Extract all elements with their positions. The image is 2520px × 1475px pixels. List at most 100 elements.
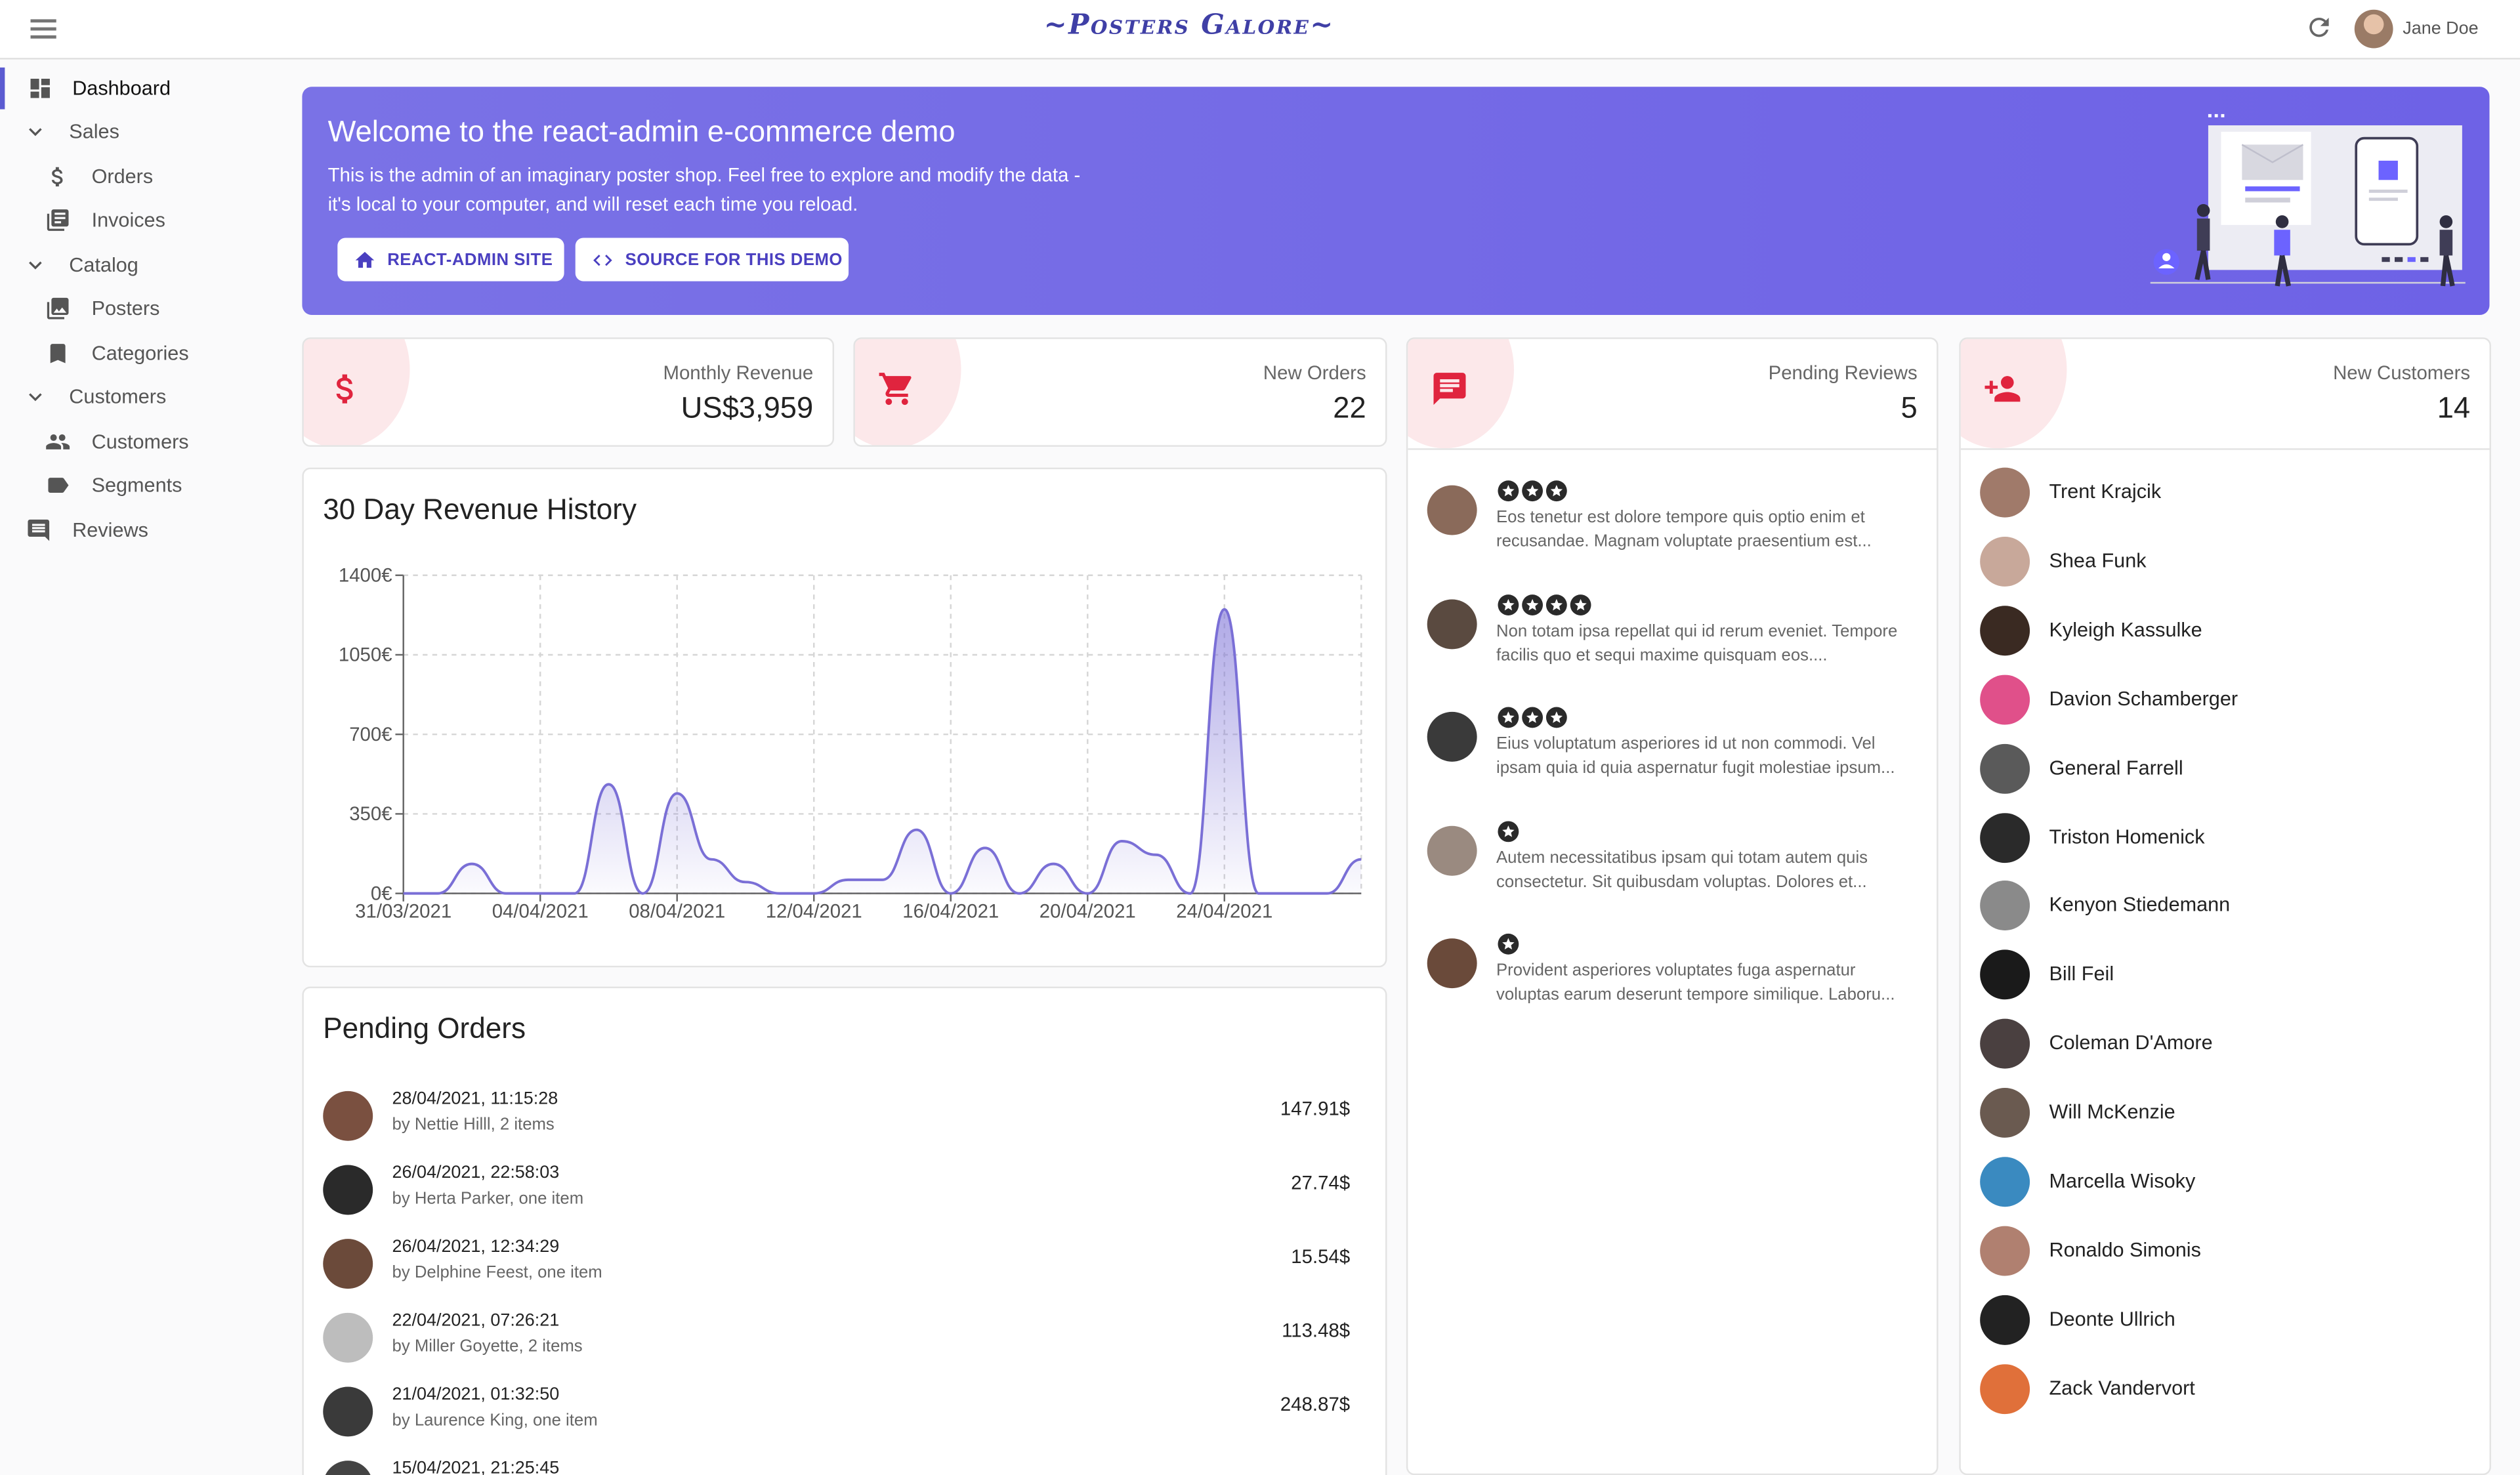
sidebar-item-label: Orders — [91, 165, 154, 188]
source-demo-label: SOURCE FOR THIS DEMO — [625, 249, 843, 270]
sidebar-item-categories[interactable]: Categories — [0, 333, 282, 375]
sidebar-group-catalog[interactable]: Catalog — [0, 244, 282, 286]
source-demo-button[interactable]: SOURCE FOR THIS DEMO — [575, 238, 849, 281]
app-bar: ~Posters Galore~ Jane Doe — [0, 0, 2520, 60]
home-icon — [355, 251, 375, 267]
customer-row[interactable]: Marcella Wisoky — [1961, 1148, 2490, 1216]
order-row[interactable]: 15/04/2021, 21:25:45 — [304, 1451, 1385, 1475]
revenue-line — [403, 608, 1362, 895]
customer-avatar — [1980, 1157, 2030, 1207]
customer-avatar — [1980, 1295, 2030, 1345]
customer-name: Triston Homenick — [2049, 825, 2205, 848]
reviewer-avatar — [1427, 938, 1477, 989]
reviewer-avatar — [1427, 598, 1477, 649]
order-amount: 113.48$ — [1282, 1319, 1351, 1342]
sidebar-group-customers[interactable]: Customers — [0, 376, 282, 418]
customer-row[interactable]: Ronaldo Simonis — [1961, 1216, 2490, 1285]
review-text: Autem necessitatibus ipsam qui totam aut… — [1496, 846, 1918, 894]
x-tick-label: 31/03/2021 — [355, 900, 452, 922]
order-row[interactable]: 26/04/2021, 22:58:03 by Herta Parker, one… — [304, 1155, 1385, 1230]
customer-row[interactable]: Deonte Ullrich — [1961, 1285, 2490, 1354]
welcome-banner: Welcome to the react-admin e-commerce de… — [302, 87, 2490, 316]
x-tick-label: 04/04/2021 — [492, 900, 589, 922]
y-tick-label: 350€ — [349, 803, 392, 825]
sidebar-item-reviews[interactable]: Reviews — [0, 509, 282, 551]
image-icon — [47, 297, 69, 320]
reviewer-avatar — [1427, 711, 1477, 762]
user-name[interactable]: Jane Doe — [2403, 19, 2479, 39]
customer-row[interactable]: Triston Homenick — [1961, 802, 2490, 871]
sidebar-group-sales[interactable]: Sales — [0, 111, 282, 153]
customer-name: Shea Funk — [2049, 549, 2147, 572]
sidebar-item-posters[interactable]: Posters — [0, 287, 282, 329]
customer-row[interactable]: Zack Vandervort — [1961, 1354, 2490, 1423]
revenue-chart: 0€ 350€ 700€ 1050€ 1400€ 31/03/2021 04/04/2021… — [339, 565, 1362, 922]
rating-stars — [1498, 707, 1567, 728]
sidebar-item-label: Customers — [69, 385, 167, 409]
customer-name: Deonte Ullrich — [2049, 1307, 2175, 1331]
divider — [1960, 448, 2490, 450]
customer-row[interactable]: Trent Krajcik — [1961, 458, 2490, 527]
customer-row[interactable]: Kenyon Stiedemann — [1961, 871, 2490, 940]
customer-avatar — [1980, 950, 2030, 1001]
review-row[interactable]: Non totam ipsa repellat qui id rerum eve… — [1408, 591, 1937, 697]
star-icon — [1545, 707, 1567, 728]
customer-row[interactable]: Bill Feil — [1961, 940, 2490, 1009]
order-row[interactable]: 21/04/2021, 01:32:50 by Laurence King, on… — [304, 1377, 1385, 1451]
revenue-chart-card: 30 Day Revenue History 0€ 350€ 700€ 1050€ 14… — [302, 467, 1387, 968]
customer-row[interactable]: Shea Funk — [1961, 527, 2490, 596]
review-text-line: Non totam ipsa repellat qui id rerum eve… — [1496, 621, 1898, 640]
review-row[interactable]: Eius voluptatum asperiores id ut non com… — [1408, 704, 1937, 810]
react-admin-site-button[interactable]: REACT-ADMIN SITE — [337, 238, 564, 281]
x-tick-label: 24/04/2021 — [1176, 900, 1272, 922]
customer-avatar — [1980, 1226, 2030, 1276]
customer-avatar — [1980, 1088, 2030, 1138]
customer-row[interactable]: Kyleigh Kassulke — [1961, 596, 2490, 665]
review-text: Non totam ipsa repellat qui id rerum eve… — [1496, 619, 1918, 667]
order-amount: 248.87$ — [1280, 1393, 1351, 1416]
order-customer: by Delphine Feest, one item — [392, 1262, 602, 1283]
banner-text: This is the admin of an imaginary poster… — [327, 163, 1081, 216]
review-row[interactable]: Autem necessitatibus ipsam qui totam aut… — [1408, 817, 1937, 923]
refresh-icon[interactable] — [2305, 13, 2334, 42]
customer-row[interactable]: Will McKenzie — [1961, 1079, 2490, 1148]
sidebar-item-orders[interactable]: Orders — [0, 156, 282, 198]
review-text: Eos tenetur est dolore tempore quis opti… — [1496, 506, 1918, 554]
x-tick-label: 08/04/2021 — [629, 900, 725, 922]
sidebar-item-segments[interactable]: Segments — [0, 465, 282, 507]
star-icon — [1498, 480, 1519, 502]
order-amount: 27.74$ — [1291, 1171, 1351, 1194]
review-row[interactable]: Provident asperiores voluptates fuga asp… — [1408, 930, 1937, 1037]
stat-value: 14 — [2437, 390, 2471, 425]
customer-row[interactable]: General Farrell — [1961, 734, 2490, 802]
customer-row[interactable]: Coleman D'Amore — [1961, 1009, 2490, 1078]
menu-icon[interactable] — [30, 16, 60, 41]
user-avatar[interactable] — [2354, 9, 2393, 49]
sidebar: Dashboard Sales Orders Invoices Catalog … — [0, 60, 282, 1475]
sidebar-item-dashboard[interactable]: Dashboard — [0, 67, 282, 110]
review-text-line: ipsam quia id quia aspernatur fugit mole… — [1496, 758, 1895, 778]
monthly-revenue-card[interactable]: Monthly Revenue US$3,959 — [302, 337, 835, 447]
sidebar-item-label: Sales — [69, 120, 119, 143]
review-text: Eius voluptatum asperiores id ut non com… — [1496, 733, 1918, 781]
sidebar-item-invoices[interactable]: Invoices — [0, 199, 282, 241]
customer-avatar — [323, 1386, 373, 1437]
customer-row[interactable]: Davion Schamberger — [1961, 665, 2490, 734]
order-row[interactable]: 28/04/2021, 11:15:28 by Nettie Hilll, 2 i… — [304, 1081, 1385, 1155]
order-row[interactable]: 26/04/2021, 12:34:29 by Delphine Feest, o… — [304, 1229, 1385, 1303]
customer-name: Marcella Wisoky — [2049, 1169, 2196, 1193]
rating-stars — [1498, 820, 1519, 842]
review-row[interactable]: Eos tenetur est dolore tempore quis opti… — [1408, 477, 1937, 583]
sidebar-item-label: Customers — [91, 430, 189, 453]
customer-avatar — [1980, 605, 2030, 655]
star-icon — [1498, 933, 1519, 955]
banner-illustration — [2150, 114, 2466, 287]
order-row[interactable]: 22/04/2021, 07:26:21 by Miller Goyette, 2… — [304, 1303, 1385, 1377]
review-text-line: facilis quo et sequi maxime quisquam eos… — [1496, 645, 1828, 665]
sidebar-item-label: Segments — [91, 474, 182, 497]
new-orders-card[interactable]: New Orders 22 — [853, 337, 1387, 447]
logo: ~Posters Galore~ — [1043, 9, 1335, 42]
chevron-down-icon — [29, 393, 42, 402]
sidebar-item-customers[interactable]: Customers — [0, 421, 282, 463]
